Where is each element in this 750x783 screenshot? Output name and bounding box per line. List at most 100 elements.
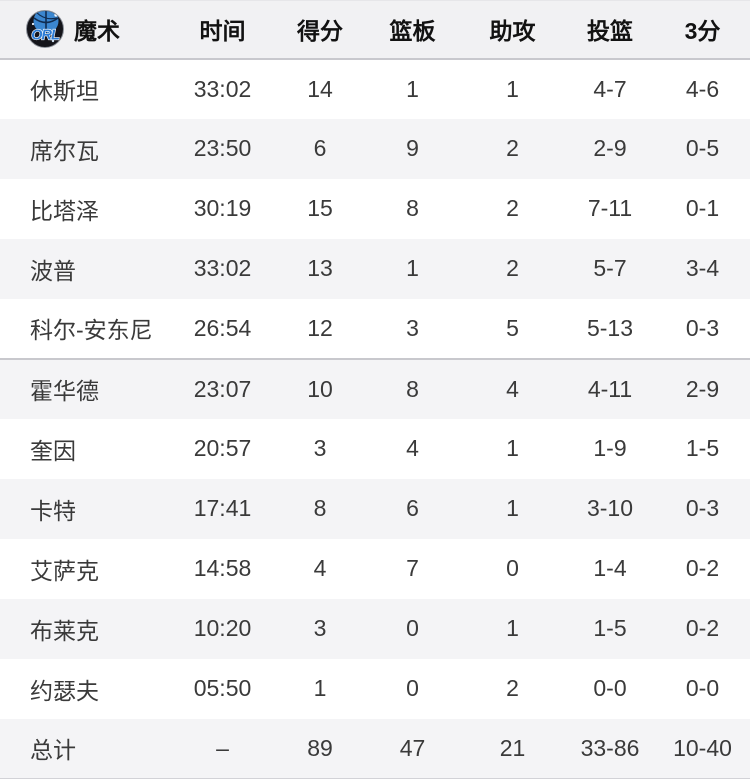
player-points-cell: 3	[313, 435, 327, 461]
col-header-three: 3分	[665, 0, 750, 60]
player-name-cell: 波普	[30, 257, 76, 284]
player-time-cell: 14:58	[193, 555, 252, 581]
player-fg-cell: 5-7	[593, 255, 627, 281]
player-time-cell: 30:19	[193, 195, 252, 221]
player-row[interactable]: 休斯坦 33:02 14 1 1 4-7 4-6	[0, 58, 750, 119]
player-rebounds-cell: 1	[406, 75, 419, 102]
total-fg-cell: 33-86	[580, 734, 640, 761]
player-points-cell: 10	[285, 357, 355, 419]
player-assists-cell: 1	[506, 75, 519, 102]
player-rebounds-cell: 0	[406, 615, 419, 641]
player-three-cell: 0-0	[685, 675, 720, 701]
player-three-cell: 0-3	[685, 314, 720, 341]
player-assists-cell: 1	[506, 615, 519, 641]
player-three-cell: 0-1	[685, 195, 720, 221]
player-rebounds-cell: 9	[406, 135, 419, 161]
player-assists-cell: 2	[506, 135, 519, 161]
player-fg-cell: 4-7	[593, 75, 627, 102]
team-name: 魔术	[74, 18, 120, 45]
logo-orl-text: ORL	[31, 28, 59, 44]
player-assists-cell: 1	[506, 495, 519, 521]
player-points-cell: 1	[313, 675, 327, 701]
player-assists-cell: 1	[506, 435, 519, 461]
player-points-cell: 13	[307, 255, 333, 281]
total-name-cell: 总计	[30, 737, 76, 764]
player-name-cell: 科尔-安东尼	[30, 317, 153, 343]
player-time-cell: 23:07	[160, 357, 285, 419]
player-fg-cell: 3-10	[586, 495, 634, 521]
player-assists-cell: 5	[506, 314, 519, 341]
player-three-cell: 2-9	[665, 357, 750, 419]
player-time-cell: 20:57	[193, 435, 252, 461]
player-row[interactable]: 霍华德 23:07 10 8 4 4-11 2-9	[0, 357, 750, 419]
player-name-cell: 霍华德	[0, 357, 160, 419]
team-header-cell: ORL 魔术	[0, 0, 160, 60]
player-row[interactable]: 科尔-安东尼 26:54 12 3 5 5-13 0-3	[0, 298, 750, 359]
player-name-cell: 休斯坦	[30, 78, 99, 104]
player-three-cell: 0-5	[685, 135, 720, 161]
total-rebounds-cell: 47	[399, 734, 426, 761]
col-header-points: 得分	[285, 0, 355, 60]
player-time-cell: 26:54	[193, 314, 252, 341]
player-three-cell: 4-6	[685, 75, 720, 102]
player-assists-cell: 2	[506, 195, 519, 221]
total-time-cell: –	[216, 734, 229, 761]
table-body: 休斯坦 33:02 14 1 1 4-7 4-6 席尔瓦 23:50 6 9 2 2-9 0-5 比塔泽 30…	[0, 58, 750, 779]
player-rebounds-cell: 8	[406, 195, 419, 221]
col-header-assists: 助攻	[470, 0, 555, 60]
player-name-cell: 比塔泽	[30, 197, 99, 224]
player-rebounds-cell: 1	[406, 255, 419, 281]
player-fg-cell: 4-11	[555, 357, 665, 419]
player-rebounds-cell: 8	[355, 357, 470, 419]
col-header-rebounds: 篮板	[355, 0, 470, 60]
player-name-cell: 席尔瓦	[30, 137, 99, 164]
player-rebounds-cell: 0	[406, 675, 419, 701]
player-assists-cell: 4	[470, 357, 555, 419]
player-row[interactable]: 波普 33:02 13 1 2 5-7 3-4	[0, 238, 750, 299]
total-row: 总计 – 89 47 21 33-86 10-40	[0, 718, 750, 779]
player-rebounds-cell: 6	[406, 495, 419, 521]
player-points-cell: 8	[313, 495, 327, 521]
player-rebounds-cell: 3	[406, 314, 419, 341]
col-header-fg: 投篮	[555, 0, 665, 60]
col-header-time: 时间	[160, 0, 285, 60]
player-rebounds-cell: 4	[406, 435, 419, 461]
player-time-cell: 33:02	[193, 75, 252, 102]
player-three-cell: 0-3	[685, 495, 720, 521]
player-row[interactable]: 奎因 20:57 3 4 1 1-9 1-5	[0, 418, 750, 479]
total-assists-cell: 21	[499, 734, 526, 761]
player-name-cell: 布莱克	[30, 617, 99, 644]
player-points-cell: 4	[313, 555, 327, 581]
player-time-cell: 23:50	[193, 135, 252, 161]
player-points-cell: 12	[307, 314, 333, 341]
player-row[interactable]: 卡特 17:41 8 6 1 3-10 0-3	[0, 478, 750, 539]
player-row[interactable]: 比塔泽 30:19 15 8 2 7-11 0-1	[0, 178, 750, 239]
header-row: ORL 魔术 时间 得分 篮板 助攻 投篮 3分	[0, 0, 750, 60]
player-assists-cell: 2	[506, 255, 519, 281]
player-assists-cell: 2	[506, 675, 519, 701]
player-time-cell: 10:20	[193, 615, 252, 641]
player-points-cell: 3	[313, 615, 327, 641]
player-fg-cell: 5-13	[586, 314, 634, 341]
player-three-cell: 0-2	[685, 555, 720, 581]
player-fg-cell: 1-4	[593, 555, 627, 581]
player-rebounds-cell: 7	[406, 555, 419, 581]
player-time-cell: 05:50	[193, 675, 252, 701]
player-row[interactable]: 约瑟夫 05:50 1 0 2 0-0 0-0	[0, 658, 750, 719]
total-three-cell: 10-40	[673, 734, 732, 761]
player-name-cell: 艾萨克	[30, 557, 99, 584]
player-fg-cell: 7-11	[587, 195, 633, 221]
player-fg-cell: 0-0	[593, 675, 627, 701]
player-three-cell: 1-5	[685, 435, 720, 461]
player-assists-cell: 0	[506, 555, 519, 581]
player-row[interactable]: 艾萨克 14:58 4 7 0 1-4 0-2	[0, 538, 750, 599]
player-points-cell: 6	[313, 135, 327, 161]
player-points-cell: 14	[307, 75, 333, 102]
player-row[interactable]: 席尔瓦 23:50 6 9 2 2-9 0-5	[0, 118, 750, 179]
player-time-cell: 33:02	[193, 255, 252, 281]
player-points-cell: 15	[307, 195, 333, 221]
player-name-cell: 约瑟夫	[30, 677, 99, 704]
player-row[interactable]: 布莱克 10:20 3 0 1 1-5 0-2	[0, 598, 750, 659]
